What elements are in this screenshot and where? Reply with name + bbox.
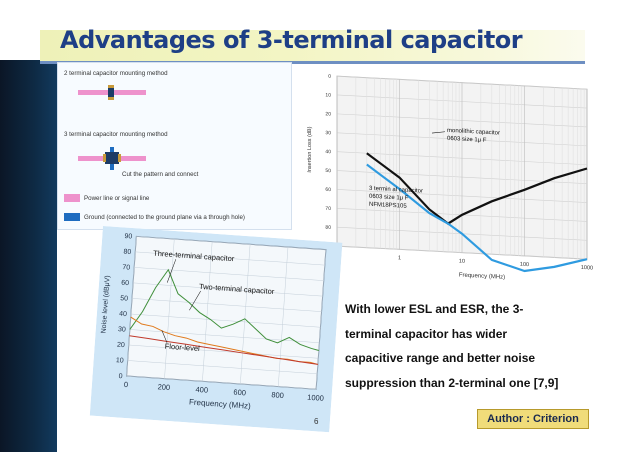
y-tick-label: 90 xyxy=(124,233,132,241)
gridline xyxy=(129,329,320,343)
series-line xyxy=(129,335,318,365)
power-legend-label: Power line or signal line xyxy=(84,195,150,202)
series-label-floor-level: Floor-level xyxy=(164,342,200,353)
body-line: suppression than 2-terminal one [7,9] xyxy=(345,375,559,390)
gridline xyxy=(130,313,321,328)
gridline xyxy=(132,298,322,312)
y-tick-label: 40 xyxy=(119,311,127,319)
annotation-leader xyxy=(166,259,177,283)
y-axis-label: Noise level (dBμV) xyxy=(101,275,112,333)
x-tick-label: 1000 xyxy=(307,393,324,403)
gridline xyxy=(164,238,175,379)
noise-level-chart: 0 10 20 30 40 50 60 70 80 90 0 200 400 600 800 1000 Freq… xyxy=(89,226,343,433)
x-tick-label: 600 xyxy=(233,388,246,398)
gridline xyxy=(126,375,317,390)
series-line xyxy=(129,268,319,351)
annotation-part-number: NFM18PS105 xyxy=(369,202,407,210)
ground-pad-icon xyxy=(110,147,114,153)
x-tick-label: 0 xyxy=(124,380,129,389)
insertion-loss-chart: 01020304050607080900.11101001000Frequenc… xyxy=(297,64,597,305)
y-tick-label: 0 xyxy=(118,373,122,380)
gridline xyxy=(127,360,318,374)
y-axis-label: Insertion Loss (dB) xyxy=(307,126,313,173)
gridline xyxy=(136,236,326,250)
annotation-three-terminal-size: 0603 size 1μ F xyxy=(369,194,409,202)
annotation-monolithic: monolithic capacitor xyxy=(447,128,500,137)
y-tick-label: 30 xyxy=(325,130,331,136)
x-axis-label: Frequency (MHz) xyxy=(189,397,252,410)
author-badge: Author : Criterion xyxy=(477,409,589,429)
gridline xyxy=(202,241,213,382)
x-tick-label: 10 xyxy=(459,258,465,264)
y-tick-label: 20 xyxy=(117,342,125,350)
annotation-leader xyxy=(161,330,168,343)
insertion-loss-chart-svg: 01020304050607080900.11101001000Frequenc… xyxy=(297,64,597,305)
y-tick-label: 70 xyxy=(122,264,130,272)
x-axis-label: Frequency (MHz) xyxy=(459,272,505,280)
three-terminal-capacitor-icon xyxy=(105,152,119,164)
annotation-leader xyxy=(189,290,201,311)
cut-pattern-note: Cut the pattern and connect xyxy=(122,171,199,178)
y-tick-label: 60 xyxy=(325,187,331,193)
gridline xyxy=(240,244,251,384)
two-terminal-label: 2 terminal capacitor mounting method xyxy=(64,70,168,77)
y-tick-label: 20 xyxy=(325,111,331,117)
body-text: With lower ESL and ESR, the 3- terminal … xyxy=(345,297,600,395)
gridline xyxy=(128,344,319,359)
body-line: capacitive range and better noise xyxy=(345,351,536,365)
annotation-leader xyxy=(431,131,446,134)
title-highlight-strip xyxy=(40,30,585,64)
y-tick-label: 30 xyxy=(118,326,126,334)
y-tick-label: 40 xyxy=(325,149,331,155)
gridline xyxy=(133,282,323,297)
gridline xyxy=(277,246,289,387)
mounting-diagram: 2 terminal capacitor mounting method 3 t… xyxy=(57,62,292,230)
y-tick-label: 10 xyxy=(116,357,124,365)
series-line xyxy=(366,152,588,225)
ground-pad-icon xyxy=(110,164,114,170)
y-tick-label: 10 xyxy=(325,92,331,98)
left-decorative-bar xyxy=(0,60,57,452)
y-tick-label: 60 xyxy=(121,280,129,288)
annotation-three-terminal: 3 termin al capacitor xyxy=(369,186,423,195)
x-tick-label: 800 xyxy=(271,390,284,400)
body-line: terminal capacitor has wider xyxy=(345,326,508,341)
body-line: With lower ESL and ESR, the 3- xyxy=(345,302,524,316)
gridline xyxy=(126,236,137,377)
two-terminal-capacitor-icon xyxy=(108,87,114,98)
y-tick-label: 70 xyxy=(325,206,331,212)
y-tick-label: 80 xyxy=(123,249,131,257)
ground-legend-swatch xyxy=(64,213,80,221)
page-number: 6 xyxy=(314,417,319,426)
three-terminal-label: 3 terminal capacitor mounting method xyxy=(64,131,168,138)
x-tick-label: 400 xyxy=(195,385,208,395)
ground-legend-label: Ground (connected to the ground plane vi… xyxy=(84,214,245,221)
x-tick-label: 1000 xyxy=(581,265,593,272)
x-tick-label: 100 xyxy=(520,262,529,268)
gridline xyxy=(315,249,327,390)
annotation-monolithic-size: 0603 size 1μ F xyxy=(447,136,487,144)
y-tick-label: 50 xyxy=(120,295,128,303)
gridline xyxy=(134,267,324,281)
x-tick-label: 200 xyxy=(157,382,170,392)
slide-title: Advantages of 3-terminal capacitor xyxy=(60,26,523,54)
gridline xyxy=(135,251,325,266)
y-tick-label: 0 xyxy=(328,74,331,80)
power-legend-swatch xyxy=(64,194,80,202)
x-tick-label: 1 xyxy=(398,255,401,261)
y-tick-label: 50 xyxy=(325,168,331,174)
y-tick-label: 80 xyxy=(325,225,331,231)
series-line xyxy=(366,163,588,273)
noise-level-chart-svg: 0 10 20 30 40 50 60 70 80 90 0 200 400 600 800 1000 Freq… xyxy=(89,226,343,433)
